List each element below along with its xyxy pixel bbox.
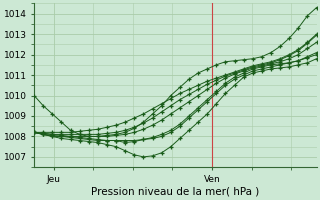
X-axis label: Pression niveau de la mer( hPa ): Pression niveau de la mer( hPa ) <box>91 187 260 197</box>
